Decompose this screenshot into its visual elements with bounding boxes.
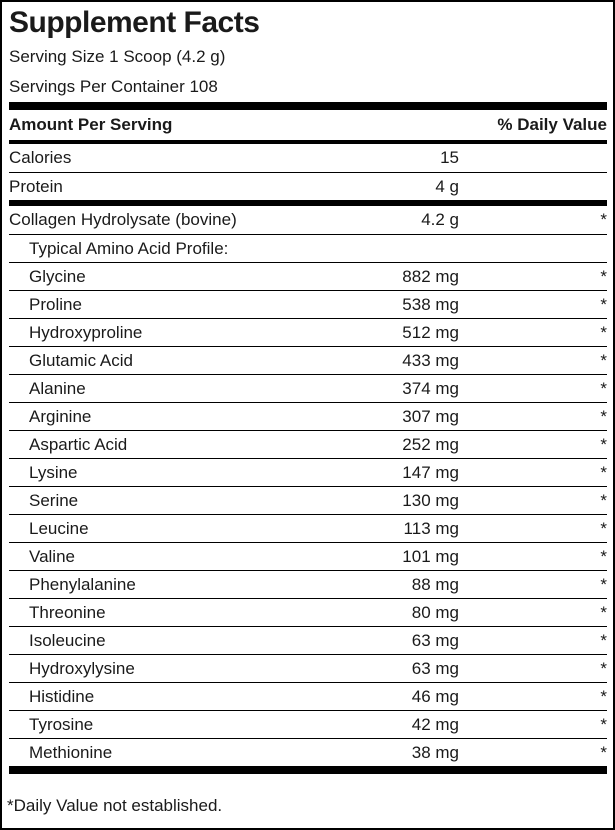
row-name: Alanine xyxy=(29,378,86,398)
servings-per-container-line: Servings Per Container 108 xyxy=(9,77,218,96)
row-name: Collagen Hydrolysate (bovine) xyxy=(9,210,237,229)
row-amount: 538 mg xyxy=(402,294,459,314)
row-daily-value: * xyxy=(600,602,607,622)
row-name: Aspartic Acid xyxy=(29,434,128,454)
table-row: Aspartic Acid 252 mg * xyxy=(9,430,607,458)
row-amount: 38 mg xyxy=(411,742,459,762)
row-daily-value: * xyxy=(600,714,607,734)
row-amount: 882 mg xyxy=(402,266,459,286)
row-daily-value: * xyxy=(600,490,607,510)
column-header-row: Amount Per Serving % Daily Value xyxy=(9,110,607,140)
row-name: Tyrosine xyxy=(29,714,94,734)
row-name: Threonine xyxy=(29,602,106,622)
table-row: Tyrosine 42 mg * xyxy=(9,710,607,738)
daily-value-header: % Daily Value xyxy=(497,115,607,134)
table-row: Typical Amino Acid Profile: xyxy=(9,234,607,262)
section-divider xyxy=(9,200,607,206)
row-amount: 4 g xyxy=(435,176,459,196)
row-amount: 63 mg xyxy=(411,658,459,678)
row-name: Phenylalanine xyxy=(29,574,136,594)
table-row: Methionine 38 mg * xyxy=(9,738,607,766)
row-name: Leucine xyxy=(29,518,89,538)
row-daily-value: * xyxy=(600,266,607,286)
amount-per-serving-header: Amount Per Serving xyxy=(9,115,173,134)
row-amount: 15 xyxy=(440,148,459,167)
thick-divider-top xyxy=(9,102,607,110)
row-name: Glycine xyxy=(29,266,86,286)
row-name: Isoleucine xyxy=(29,630,106,650)
row-daily-value: * xyxy=(600,434,607,454)
row-amount: 113 mg xyxy=(403,518,459,538)
table-row: Lysine 147 mg * xyxy=(9,458,607,486)
row-name: Calories xyxy=(9,148,72,167)
table-row: Hydroxylysine 63 mg * xyxy=(9,654,607,682)
row-name: Arginine xyxy=(29,406,92,426)
row-name: Histidine xyxy=(29,686,95,706)
table-row: Valine 101 mg * xyxy=(9,542,607,570)
row-daily-value: * xyxy=(600,742,607,762)
row-amount: 63 mg xyxy=(411,630,459,650)
row-name: Hydroxylysine xyxy=(29,658,135,678)
panel-title: Supplement Facts xyxy=(9,6,260,39)
row-name: Typical Amino Acid Profile: xyxy=(29,238,229,258)
row-daily-value: * xyxy=(600,658,607,678)
row-daily-value: * xyxy=(600,574,607,594)
table-row: Leucine 113 mg * xyxy=(9,514,607,542)
row-daily-value: * xyxy=(600,630,607,650)
row-amount: 4.2 g xyxy=(421,210,459,229)
row-amount: 80 mg xyxy=(411,602,459,622)
row-daily-value: * xyxy=(600,378,607,398)
row-daily-value: * xyxy=(600,406,607,426)
table-row: Glycine 882 mg * xyxy=(9,262,607,290)
row-daily-value: * xyxy=(600,294,607,314)
row-name: Glutamic Acid xyxy=(29,350,133,370)
row-daily-value: * xyxy=(600,518,607,538)
table-row: Collagen Hydrolysate (bovine) 4.2 g * xyxy=(9,206,607,234)
table-row: Serine 130 mg * xyxy=(9,486,607,514)
row-amount: 147 mg xyxy=(402,462,459,482)
table-section-ingredients: Collagen Hydrolysate (bovine) 4.2 g * Ty… xyxy=(9,206,607,766)
row-name: Serine xyxy=(29,490,79,510)
row-amount: 130 mg xyxy=(402,490,459,510)
table-row: Protein 4 g xyxy=(9,172,607,200)
table-row: Isoleucine 63 mg * xyxy=(9,626,607,654)
table-row: Hydroxyproline 512 mg * xyxy=(9,318,607,346)
table-section-macronutrients: Calories 15 Protein 4 g xyxy=(9,144,607,200)
header-divider xyxy=(9,140,607,144)
row-amount: 374 mg xyxy=(402,378,459,398)
table-row: Histidine 46 mg * xyxy=(9,682,607,710)
row-amount: 433 mg xyxy=(402,350,459,370)
row-name: Hydroxyproline xyxy=(29,322,143,342)
row-daily-value: * xyxy=(600,350,607,370)
table-row: Threonine 80 mg * xyxy=(9,598,607,626)
row-amount: 307 mg xyxy=(402,406,459,426)
daily-value-footnote: *Daily Value not established. xyxy=(7,796,223,815)
row-name: Methionine xyxy=(29,742,113,762)
serving-size-line: Serving Size 1 Scoop (4.2 g) xyxy=(9,47,226,66)
row-daily-value: * xyxy=(600,322,607,342)
row-amount: 101 mg xyxy=(402,546,459,566)
row-amount: 252 mg xyxy=(402,434,459,454)
row-name: Valine xyxy=(29,546,75,566)
row-daily-value: * xyxy=(600,462,607,482)
row-daily-value: * xyxy=(600,210,607,229)
thick-divider-bottom xyxy=(9,766,607,774)
row-amount: 88 mg xyxy=(411,574,459,594)
table-row: Phenylalanine 88 mg * xyxy=(9,570,607,598)
table-row: Alanine 374 mg * xyxy=(9,374,607,402)
table-row: Calories 15 xyxy=(9,144,607,172)
row-amount: 46 mg xyxy=(411,686,459,706)
table-row: Arginine 307 mg * xyxy=(9,402,607,430)
row-daily-value: * xyxy=(600,546,607,566)
table-sections: Calories 15 Protein 4 g Collagen Hydroly… xyxy=(9,144,607,766)
table-row: Proline 538 mg * xyxy=(9,290,607,318)
row-name: Lysine xyxy=(29,462,78,482)
row-amount: 42 mg xyxy=(411,714,459,734)
row-name: Protein xyxy=(9,176,63,196)
row-name: Proline xyxy=(29,294,82,314)
table-row: Glutamic Acid 433 mg * xyxy=(9,346,607,374)
row-daily-value: * xyxy=(600,686,607,706)
row-amount: 512 mg xyxy=(402,322,459,342)
